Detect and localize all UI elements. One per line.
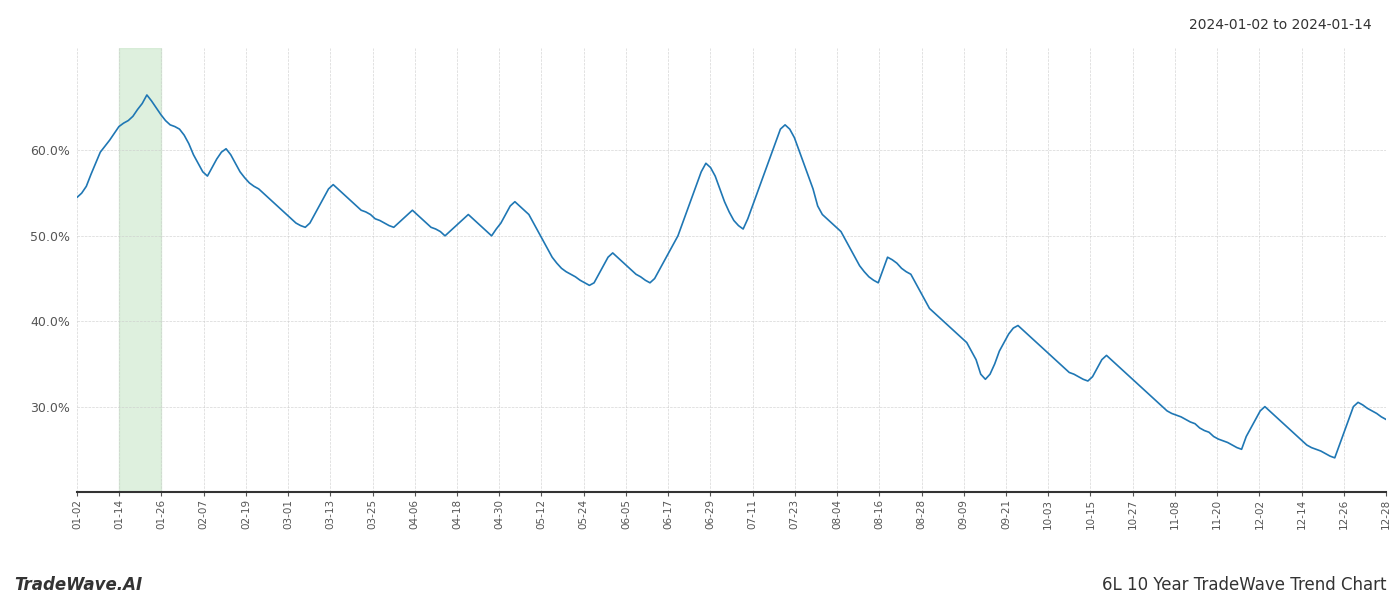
Text: TradeWave.AI: TradeWave.AI (14, 576, 143, 594)
Bar (119, 48, 161, 492)
Text: 2024-01-02 to 2024-01-14: 2024-01-02 to 2024-01-14 (1190, 18, 1372, 32)
Text: 6L 10 Year TradeWave Trend Chart: 6L 10 Year TradeWave Trend Chart (1102, 576, 1386, 594)
